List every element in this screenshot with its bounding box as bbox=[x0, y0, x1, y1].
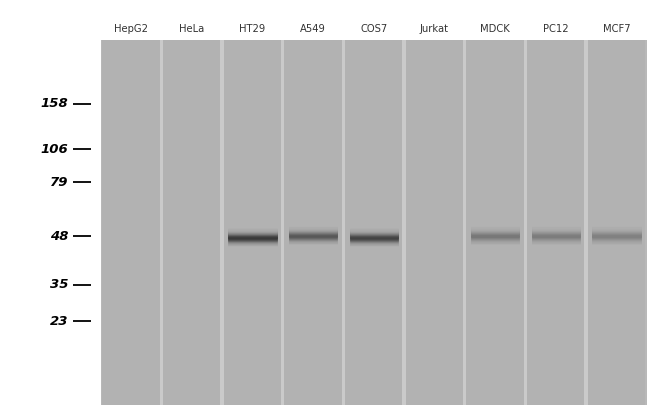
Text: MCF7: MCF7 bbox=[603, 24, 630, 34]
Text: 35: 35 bbox=[50, 278, 68, 291]
Bar bbox=[103, 40, 160, 405]
Bar bbox=[163, 40, 220, 405]
Bar bbox=[463, 40, 467, 405]
Bar bbox=[160, 40, 163, 405]
Bar bbox=[281, 40, 285, 405]
Text: 79: 79 bbox=[50, 176, 68, 189]
Bar bbox=[402, 40, 406, 405]
Text: MDCK: MDCK bbox=[480, 24, 510, 34]
Text: COS7: COS7 bbox=[360, 24, 387, 34]
Text: 106: 106 bbox=[41, 143, 68, 156]
Bar bbox=[588, 40, 645, 405]
Text: Jurkat: Jurkat bbox=[420, 24, 449, 34]
Bar bbox=[467, 40, 524, 405]
Bar bbox=[224, 40, 281, 405]
Bar bbox=[220, 40, 224, 405]
Bar bbox=[345, 40, 402, 405]
Text: HepG2: HepG2 bbox=[114, 24, 148, 34]
Text: HeLa: HeLa bbox=[179, 24, 204, 34]
Bar bbox=[584, 40, 588, 405]
Bar bbox=[406, 40, 463, 405]
Text: PC12: PC12 bbox=[543, 24, 569, 34]
Text: 48: 48 bbox=[50, 230, 68, 243]
Bar bbox=[524, 40, 527, 405]
Bar bbox=[342, 40, 345, 405]
Text: 23: 23 bbox=[50, 315, 68, 328]
Bar bbox=[285, 40, 342, 405]
Bar bbox=[527, 40, 584, 405]
Text: 158: 158 bbox=[41, 97, 68, 110]
Text: A549: A549 bbox=[300, 24, 326, 34]
Text: HT29: HT29 bbox=[239, 24, 266, 34]
